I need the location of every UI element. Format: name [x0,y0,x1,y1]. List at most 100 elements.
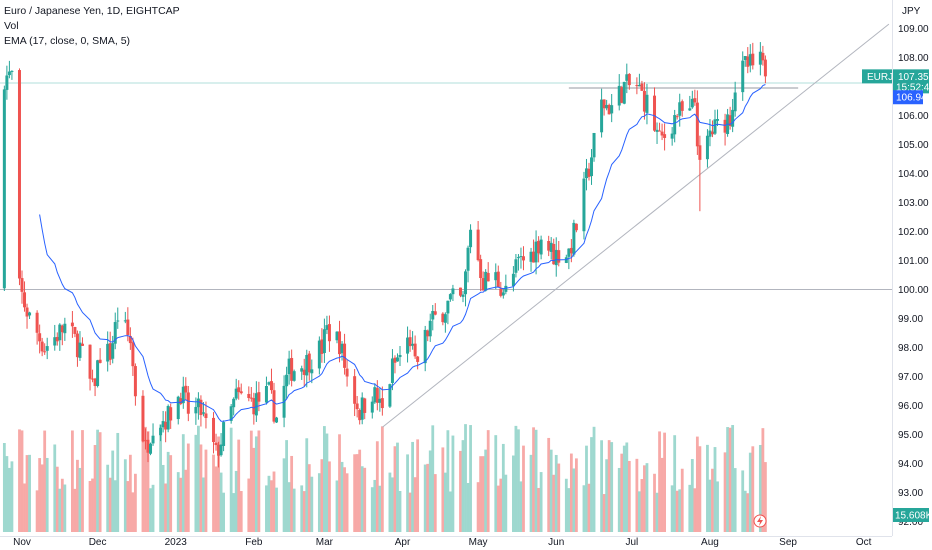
volume-bar [537,487,540,532]
ema-tag-text: 106.94 [896,93,927,104]
volume-bar [663,432,666,532]
volume-bar [675,490,679,532]
volume-bar [658,431,661,532]
volume-bar [396,442,399,532]
volume-bar [469,425,472,532]
volume-bar [358,449,362,532]
candle-body [406,337,410,354]
volume-bar [411,441,414,532]
candle-body [310,369,314,374]
volume-bar [723,452,727,532]
volume-bar [197,425,200,532]
volume-bar [423,464,427,532]
candle-body [431,311,435,320]
candle-body [2,89,6,289]
volume-bar [610,442,614,532]
candle-body [5,75,9,90]
candle-body [398,354,402,358]
price-tag-text: 107.35 [898,72,929,83]
y-tick-label: 100.00 [898,285,929,296]
volume-bar [328,461,331,532]
y-tick-label: 108.00 [898,53,929,64]
ema-line [39,84,766,422]
symbol-tag-bg [862,69,892,84]
volume-bar [292,488,296,532]
candle-body [325,325,329,330]
candle-body [93,378,97,387]
volume-bar [554,454,558,532]
candle-body [149,443,153,454]
volume-bar [587,483,591,532]
volume-bar [532,427,535,532]
volume-bar [176,472,180,532]
volume-bar [494,435,498,532]
volume-bar [343,467,346,532]
candle-body [660,131,664,136]
candle-body [53,337,57,346]
candle-body [194,406,198,414]
volume-bar [194,434,198,532]
candle-body [572,222,576,255]
candle-body [78,342,82,358]
candle-body [554,249,558,266]
lightning-icon [753,514,767,528]
volume-bar [88,480,92,532]
volume-bar [40,464,44,532]
candle-body [40,341,44,352]
volume-bar [106,464,110,532]
volume-bar [232,493,236,532]
candle-body [345,368,349,377]
candle-body [141,395,145,442]
candle-body [557,250,561,263]
candle-body [267,382,271,385]
candle-body [395,357,399,362]
candle-body [340,343,344,354]
candle-body [25,307,29,317]
candle-body [423,329,427,364]
candle-body [600,99,604,133]
candle-body [96,360,100,387]
candle-body [375,388,379,403]
candle-body [521,256,525,261]
candle-body [269,381,273,391]
candle-body [133,366,137,397]
volume-bar [501,443,505,532]
volume-bar [476,482,480,532]
volume-bar [592,426,596,532]
volume-bar [234,470,238,532]
x-tick-label: Aug [701,537,719,548]
volume-bar [575,458,578,532]
volume-bar [622,445,626,532]
candle-body [20,278,24,292]
x-tick-label: Apr [395,537,411,548]
volume-bar [670,485,674,532]
candle-body [675,116,679,118]
y-tick-label: 105.00 [898,140,929,151]
volume-bar [391,477,394,532]
y-tick-label: 106.00 [898,111,929,122]
volume-bar [131,492,135,532]
y-tick-label: 95.00 [898,430,923,441]
candle-body [214,442,218,446]
candle-body [212,417,216,443]
volume-bar [10,461,14,532]
candle-body [605,104,609,109]
candle-body [393,357,397,363]
volume-bar [134,473,137,532]
volume-bar [28,454,31,532]
candle-body [584,168,588,179]
volume-bar [529,454,533,532]
volume-bar [413,477,417,532]
volume-bar [564,478,568,532]
volume-bar [441,447,445,532]
candle-body [55,336,59,342]
candle-body [710,131,714,135]
volume-bar [726,427,729,532]
volume-bar [426,463,430,532]
volume-bar [635,458,639,532]
volume-bar [748,452,752,532]
legend-ema: EMA (17, close, 0, SMA, 5) [4,35,131,47]
volume-bar [43,430,47,532]
volume-bar [746,493,750,532]
